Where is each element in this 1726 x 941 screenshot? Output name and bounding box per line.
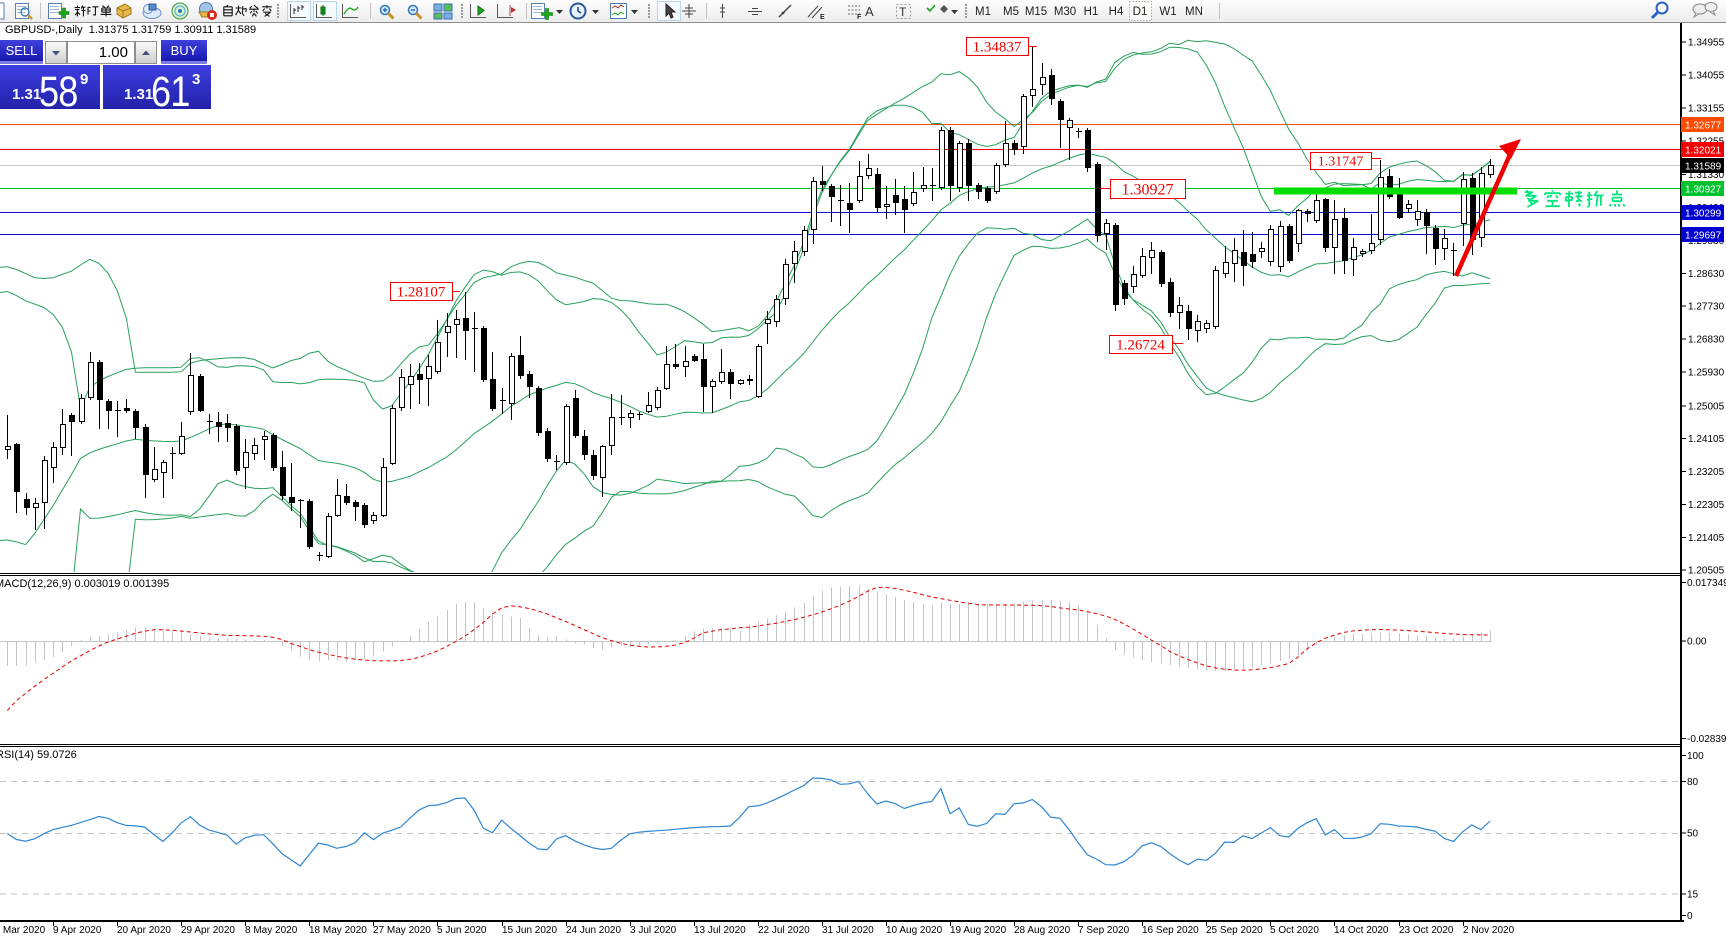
svg-text:W1: W1 [1159,6,1176,18]
svg-text:1.32255: 1.32255 [1688,136,1725,147]
svg-text:1.31589: 1.31589 [1685,161,1722,172]
svg-text:0.00: 0.00 [1687,637,1707,648]
svg-text:1.30927: 1.30927 [1685,184,1722,195]
svg-text:20 Apr 2020: 20 Apr 2020 [117,925,171,936]
svg-text:15: 15 [1687,890,1699,901]
svg-text:M30: M30 [1054,6,1076,18]
svg-text:13 Jul 2020: 13 Jul 2020 [694,925,746,936]
svg-text:1.25930: 1.25930 [1688,368,1725,379]
svg-text:M1: M1 [975,6,991,18]
svg-text:16 Sep 2020: 16 Sep 2020 [1142,925,1199,936]
svg-text:1.32021: 1.32021 [1685,145,1722,156]
svg-text:-0.028398: -0.028398 [1687,734,1726,745]
svg-text:E: E [820,14,825,21]
svg-text:31 Jul 2020: 31 Jul 2020 [822,925,874,936]
svg-text:100: 100 [1687,751,1704,762]
svg-text:1.31330: 1.31330 [1688,170,1725,181]
svg-text:F: F [857,14,862,21]
svg-text:28 Aug 2020: 28 Aug 2020 [1014,925,1071,936]
svg-text:1.27730: 1.27730 [1688,302,1725,313]
svg-text:1.26830: 1.26830 [1688,335,1725,346]
svg-text:H1: H1 [1084,6,1099,18]
svg-text:27 May 2020: 27 May 2020 [373,925,431,936]
svg-text:19 Aug 2020: 19 Aug 2020 [950,925,1007,936]
svg-text:MACD(12,26,9) 0.003019 0.00139: MACD(12,26,9) 0.003019 0.001395 [0,578,169,590]
svg-text:1.20505: 1.20505 [1688,566,1725,577]
svg-text:7 Sep 2020: 7 Sep 2020 [1078,925,1130,936]
svg-text:1.30299: 1.30299 [1685,208,1722,219]
svg-text:24 Jun 2020: 24 Jun 2020 [566,925,621,936]
svg-text:1.28630: 1.28630 [1688,269,1725,280]
svg-text:A: A [865,4,874,19]
svg-text:1.31747: 1.31747 [1318,155,1364,170]
svg-text:1.34837: 1.34837 [973,39,1022,55]
svg-text:14 Oct 2020: 14 Oct 2020 [1334,925,1389,936]
svg-text:1.24105: 1.24105 [1688,434,1725,445]
svg-text:25 Sep 2020: 25 Sep 2020 [1206,925,1263,936]
svg-text:18 May 2020: 18 May 2020 [309,925,367,936]
svg-text:1.21405: 1.21405 [1688,533,1725,544]
svg-text:23 Oct 2020: 23 Oct 2020 [1399,925,1454,936]
svg-text:2 Nov 2020: 2 Nov 2020 [1463,925,1515,936]
svg-text:0.017349: 0.017349 [1687,578,1726,589]
svg-text:9 Apr 2020: 9 Apr 2020 [53,925,102,936]
svg-text:M5: M5 [1003,6,1019,18]
svg-text:8 May 2020: 8 May 2020 [245,925,298,936]
svg-text:1.25005: 1.25005 [1688,401,1725,412]
svg-text:1.34955: 1.34955 [1688,38,1725,49]
svg-text:80: 80 [1687,777,1699,788]
svg-text:5 Oct 2020: 5 Oct 2020 [1270,925,1319,936]
svg-text:1.32677: 1.32677 [1685,120,1722,131]
svg-text:D1: D1 [1133,6,1148,18]
svg-text:1.29697: 1.29697 [1685,230,1722,241]
svg-text:0: 0 [1687,911,1693,922]
svg-text:30 Mar 2020: 30 Mar 2020 [0,925,46,936]
svg-text:10 Aug 2020: 10 Aug 2020 [886,925,943,936]
svg-text:1.26724: 1.26724 [1116,337,1165,353]
svg-text:3 Jul 2020: 3 Jul 2020 [630,925,677,936]
svg-text:1.34055: 1.34055 [1688,71,1725,82]
svg-text:5 Jun 2020: 5 Jun 2020 [437,925,487,936]
svg-text:50: 50 [1687,829,1699,840]
svg-text:1.33155: 1.33155 [1688,104,1725,115]
svg-text:15 Jun 2020: 15 Jun 2020 [502,925,557,936]
svg-text:H4: H4 [1109,6,1124,18]
svg-text:1.28107: 1.28107 [397,284,446,300]
svg-text:29 Apr 2020: 29 Apr 2020 [181,925,235,936]
svg-text:M15: M15 [1025,6,1047,18]
svg-text:T: T [899,5,907,19]
svg-text:RSI(14) 59.0726: RSI(14) 59.0726 [0,749,77,761]
svg-text:1.23205: 1.23205 [1688,467,1725,478]
svg-text:22 Jul 2020: 22 Jul 2020 [758,925,810,936]
svg-text:1.30927: 1.30927 [1122,181,1174,198]
svg-text:1.22305: 1.22305 [1688,500,1725,511]
svg-text:MN: MN [1185,6,1203,18]
